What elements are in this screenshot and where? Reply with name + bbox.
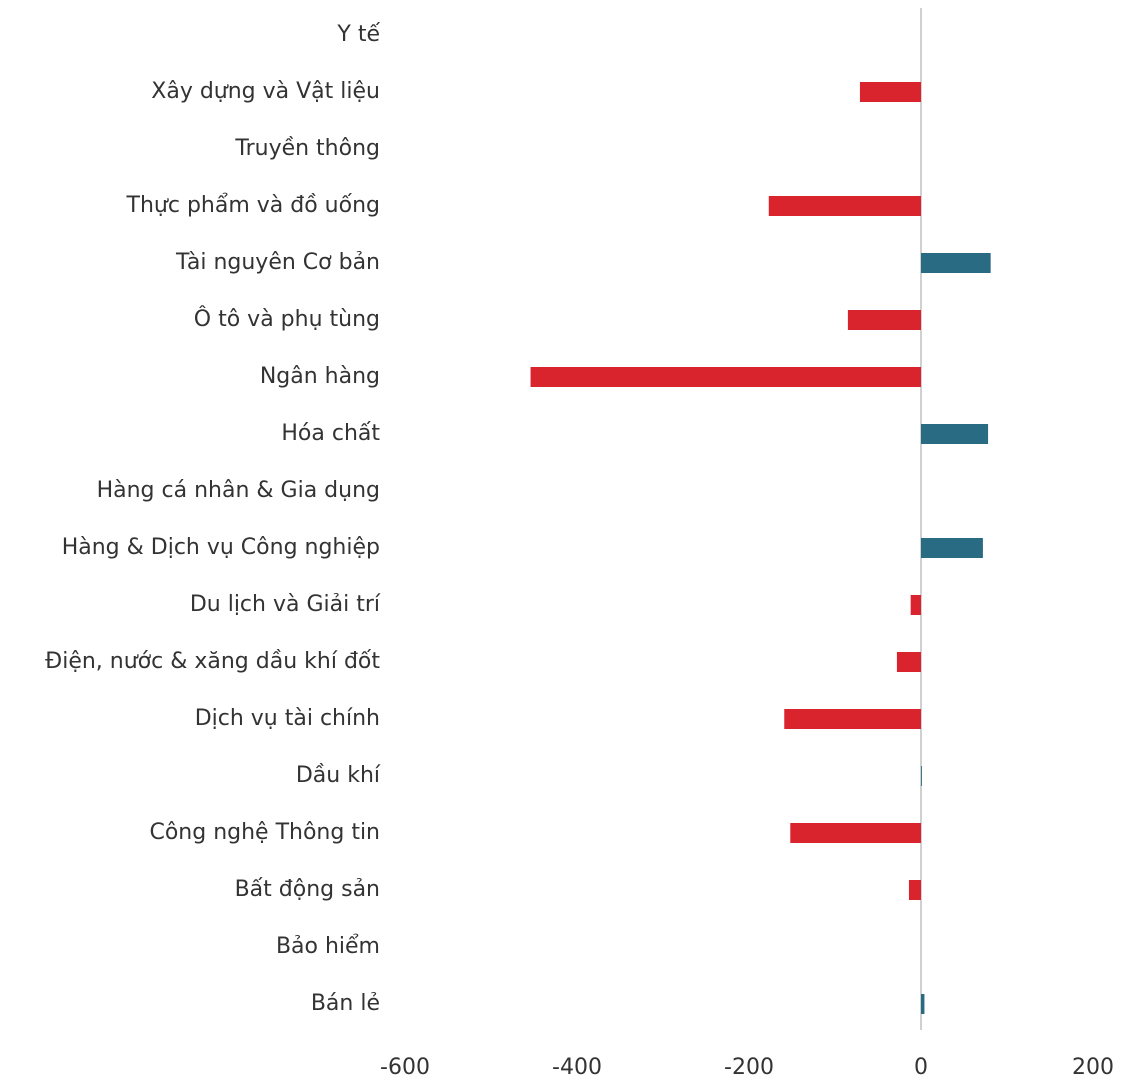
y-tick-label: Du lịch và Giải trí bbox=[190, 592, 381, 617]
y-tick-label: Công nghệ Thông tin bbox=[149, 820, 380, 845]
x-tick-label: -400 bbox=[552, 1055, 602, 1080]
y-tick-label: Điện, nước & xăng dầu khí đốt bbox=[45, 649, 380, 674]
y-tick-label: Hóa chất bbox=[281, 421, 380, 446]
bar bbox=[921, 766, 922, 786]
bar bbox=[530, 367, 921, 387]
x-tick-label: 200 bbox=[1072, 1055, 1114, 1080]
y-tick-label: Hàng & Dịch vụ Công nghiệp bbox=[62, 535, 380, 560]
bar bbox=[859, 82, 921, 102]
bar bbox=[790, 823, 921, 843]
y-tick-label: Thực phẩm và đồ uống bbox=[126, 193, 380, 218]
y-tick-label: Dịch vụ tài chính bbox=[195, 706, 380, 731]
bar bbox=[921, 538, 983, 558]
y-tick-label: Bán lẻ bbox=[311, 991, 380, 1016]
y-tick-label: Ô tô và phụ tùng bbox=[194, 306, 380, 332]
bar bbox=[847, 310, 921, 330]
y-tick-label: Dầu khí bbox=[296, 763, 381, 788]
bar bbox=[921, 424, 989, 444]
bar bbox=[921, 994, 925, 1014]
y-tick-label: Y tế bbox=[336, 22, 380, 47]
x-tick-label: 0 bbox=[914, 1055, 928, 1080]
x-tick-label: -600 bbox=[380, 1055, 430, 1080]
y-tick-label: Tài nguyên Cơ bản bbox=[175, 250, 380, 275]
y-tick-label: Bất động sản bbox=[235, 877, 380, 902]
y-tick-label: Truyền thông bbox=[234, 136, 380, 161]
bar bbox=[768, 196, 921, 216]
x-tick-label: -200 bbox=[724, 1055, 774, 1080]
y-tick-label: Hàng cá nhân & Gia dụng bbox=[97, 478, 380, 503]
y-tick-label: Xây dựng và Vật liệu bbox=[151, 79, 380, 104]
y-tick-label: Ngân hàng bbox=[260, 364, 380, 389]
bar bbox=[896, 652, 921, 672]
bar bbox=[908, 880, 921, 900]
y-tick-label: Bảo hiểm bbox=[276, 934, 380, 959]
bar bbox=[910, 595, 921, 615]
bar bbox=[921, 253, 991, 273]
bar bbox=[784, 709, 921, 729]
